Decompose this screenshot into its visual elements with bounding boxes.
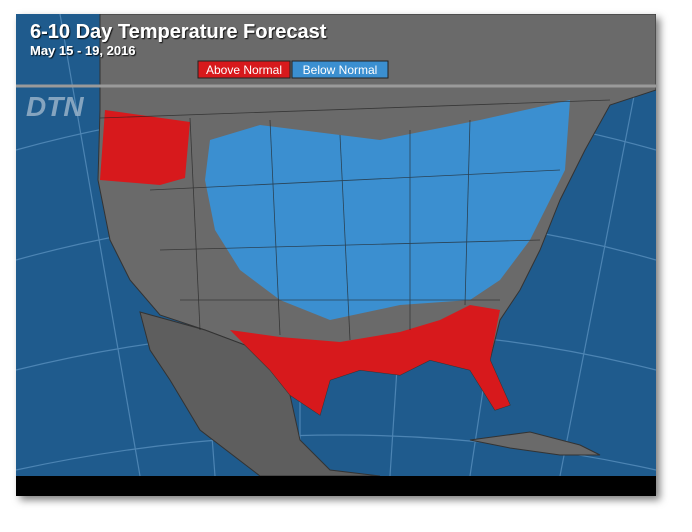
title: 6-10 Day Temperature Forecast xyxy=(30,21,327,43)
legend-swatch-below xyxy=(291,60,389,79)
legend-label: Below Normal xyxy=(303,63,378,77)
above-normal-south xyxy=(230,305,510,415)
above-normal-northwest xyxy=(100,110,190,185)
cuba xyxy=(469,431,601,456)
logo: DTN xyxy=(26,91,84,122)
borders xyxy=(99,99,611,341)
legend-swatch-above xyxy=(197,60,291,79)
legend-label: Above Normal xyxy=(206,63,282,77)
subtitle: May 15 - 19, 2016 xyxy=(30,43,136,58)
map: DTN xyxy=(16,14,656,476)
below-normal-area xyxy=(205,100,570,320)
